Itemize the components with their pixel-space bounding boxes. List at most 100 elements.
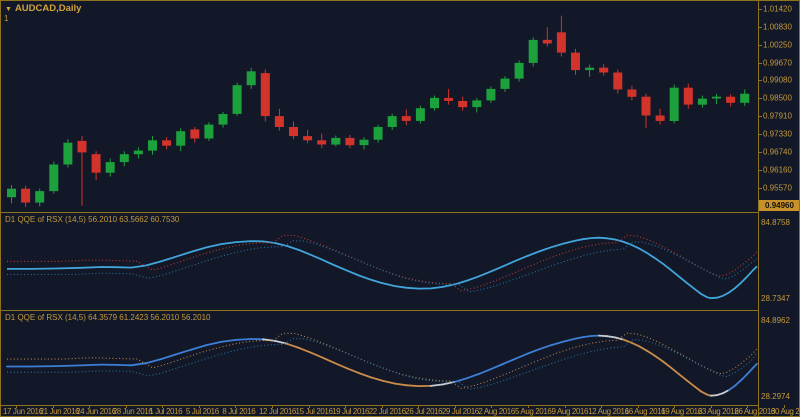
date-axis-label: 16 Aug 2016: [624, 407, 666, 416]
indicator-colored-segment: [606, 335, 616, 339]
indicator-colored-segment: [662, 360, 672, 369]
indicator-colored-segment: [466, 372, 480, 380]
indicator-colored-segment: [678, 373, 688, 382]
candle[interactable]: [401, 109, 411, 126]
candle[interactable]: [303, 130, 313, 144]
price-axis-tick: [758, 44, 762, 46]
candle[interactable]: [359, 137, 369, 150]
indicator-colored-segment: [346, 367, 360, 375]
candle[interactable]: [331, 135, 341, 147]
candle[interactable]: [712, 93, 721, 104]
candle[interactable]: [430, 95, 439, 111]
price-axis-tick: [758, 116, 762, 118]
candle[interactable]: [260, 69, 270, 122]
candle[interactable]: [63, 139, 73, 168]
date-axis-tick: [564, 405, 566, 408]
candle[interactable]: [655, 108, 665, 125]
candle[interactable]: [373, 124, 383, 143]
indicator-colored-segment: [478, 368, 492, 375]
candle[interactable]: [571, 48, 580, 75]
indicator-colored-segment: [334, 362, 348, 370]
indicator-colored-segment: [490, 363, 504, 371]
candle[interactable]: [232, 82, 242, 117]
price-axis-tick: [758, 62, 762, 64]
indicator-colored-segment: [550, 340, 564, 347]
candle[interactable]: [683, 83, 693, 109]
indicator1-max-label: 84.8758: [761, 218, 790, 227]
candle[interactable]: [542, 27, 552, 47]
indicator-colored-segment: [710, 394, 718, 397]
candle[interactable]: [641, 93, 651, 129]
candle[interactable]: [91, 151, 101, 181]
date-axis-label: 19 Jul 2016: [332, 407, 370, 416]
indicator-colored-segment: [430, 383, 444, 387]
price-axis-tick: [758, 187, 762, 189]
indicator-colored-segment: [322, 356, 336, 365]
candle[interactable]: [119, 151, 129, 167]
indicator-colored-segment: [80, 363, 102, 367]
candle[interactable]: [514, 60, 524, 82]
candle[interactable]: [289, 121, 298, 140]
candle[interactable]: [726, 94, 736, 107]
candle[interactable]: [317, 133, 327, 149]
candle[interactable]: [472, 97, 482, 113]
date-axis-label: 9 Aug 2016: [551, 407, 589, 416]
rsx-main: [7, 236, 758, 300]
date-axis-label: 29 Jul 2016: [441, 407, 479, 416]
candle[interactable]: [7, 185, 16, 204]
candle[interactable]: [246, 67, 256, 89]
candle[interactable]: [500, 76, 510, 92]
candle[interactable]: [599, 64, 609, 76]
chart-dropdown-icon[interactable]: ▼: [5, 6, 12, 13]
candle[interactable]: [345, 134, 355, 149]
indicator-colored-segment: [394, 382, 408, 387]
candle[interactable]: [486, 86, 496, 103]
panel-separator-2[interactable]: [1, 310, 758, 311]
candle[interactable]: [387, 113, 397, 130]
candle[interactable]: [627, 85, 637, 101]
trail-fast-2: [7, 332, 758, 389]
candle[interactable]: [613, 69, 623, 94]
date-axis-label: 23 Aug 2016: [697, 407, 739, 416]
indicator-colored-segment: [728, 384, 736, 391]
candle[interactable]: [585, 64, 595, 77]
date-axis-tick: [198, 405, 200, 408]
candle[interactable]: [458, 96, 468, 111]
chart-title: ▼ AUDCAD,Daily: [5, 3, 81, 14]
candle[interactable]: [444, 88, 454, 105]
candle[interactable]: [35, 188, 45, 207]
candle[interactable]: [148, 136, 157, 155]
candle[interactable]: [176, 128, 186, 152]
candle[interactable]: [415, 105, 425, 124]
candle[interactable]: [556, 15, 566, 57]
date-axis-tick: [235, 405, 237, 408]
panel-separator-1[interactable]: [1, 212, 758, 213]
candle[interactable]: [162, 137, 172, 150]
candle[interactable]: [49, 161, 59, 194]
date-axis-label: 19 Aug 2016: [661, 407, 702, 416]
candle[interactable]: [204, 122, 214, 141]
candle[interactable]: [274, 108, 284, 131]
indicator-colored-segment: [358, 372, 372, 379]
date-axis-label: 1 Jul 2016: [149, 407, 183, 416]
candle[interactable]: [218, 111, 228, 128]
candle[interactable]: [133, 147, 143, 159]
date-axis-label: 22 Jul 2016: [368, 407, 406, 416]
candle[interactable]: [190, 127, 200, 143]
candle[interactable]: [21, 185, 31, 207]
candle[interactable]: [77, 136, 87, 206]
candle[interactable]: [669, 84, 679, 124]
date-axis-label: 21 Jun 2016: [39, 407, 80, 416]
indicator-colored-segment: [205, 340, 222, 347]
candle[interactable]: [697, 95, 707, 108]
candle[interactable]: [740, 89, 750, 106]
indicator-colored-segment: [310, 351, 324, 359]
candle[interactable]: [105, 158, 115, 177]
indicator-colored-segment: [502, 357, 516, 365]
price-axis-label: 0.99080: [763, 75, 792, 85]
price-axis-label: 1.00830: [763, 22, 792, 32]
candle[interactable]: [528, 37, 538, 67]
indicator-colored-segment: [514, 352, 528, 360]
